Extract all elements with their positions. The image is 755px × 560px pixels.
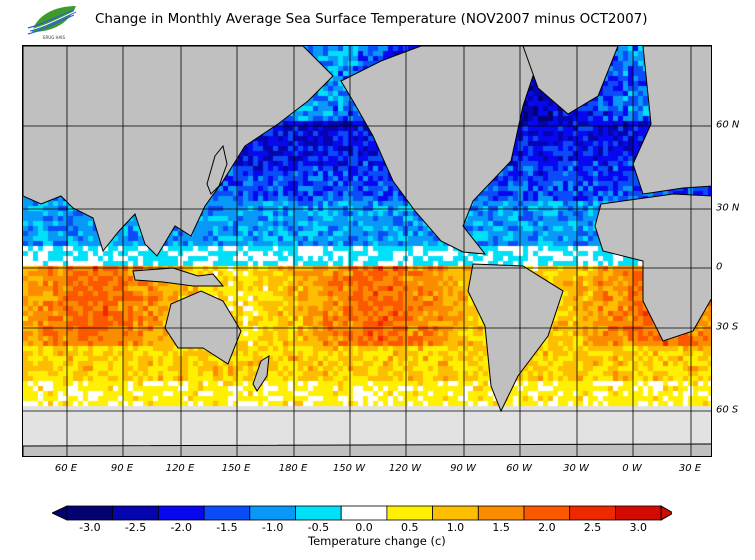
colorbar-tick-label: -2.0	[170, 521, 192, 534]
lat-label: 60 S	[716, 404, 739, 416]
colorbar-tick-label: -1.0	[261, 521, 284, 534]
colorbar	[52, 505, 672, 521]
lat-label: 60 N	[716, 119, 740, 131]
colorbar-tick-label: -0.5	[307, 521, 330, 534]
lon-label: 120 E	[165, 463, 195, 474]
colorbar-min-arrow	[52, 505, 68, 521]
colorbar-title: Temperature change (c)	[308, 534, 446, 548]
colorbar-tick-label: 1.5	[492, 521, 510, 534]
lon-label: 60 W	[506, 463, 532, 474]
colorbar-tick-label: 0.0	[355, 521, 373, 534]
colorbar-swatch	[158, 505, 205, 521]
colorbar-tick-label: 0.5	[401, 521, 419, 534]
figure-title: Change in Monthly Average Sea Surface Te…	[95, 11, 648, 27]
colorbar-tick-label: -3.0	[79, 521, 101, 534]
lon-label: 150 W	[332, 463, 366, 474]
svg-text:ERUG HAIS: ERUG HAIS	[43, 35, 66, 40]
land-north-america	[340, 46, 544, 255]
lon-label: 180 E	[278, 463, 308, 474]
land-south-america	[467, 263, 564, 413]
colorbar-swatch	[569, 505, 616, 521]
land-indonesia	[132, 267, 225, 287]
lon-label: 90 E	[110, 463, 134, 474]
colorbar-tick-label: 1.0	[446, 521, 465, 534]
land-antarctica	[23, 443, 711, 456]
land-asia	[23, 46, 334, 257]
colorbar-swatch	[340, 505, 388, 521]
colorbar-tick-label: 2.0	[538, 521, 556, 534]
colorbar-tick-label: 2.5	[583, 521, 602, 534]
lon-label: 120 W	[388, 463, 422, 474]
colorbar-swatch	[249, 505, 296, 521]
colorbar-swatch	[295, 505, 342, 521]
lon-label: 30 E	[678, 463, 702, 474]
map-area	[22, 45, 712, 457]
colorbar-swatch	[386, 505, 433, 521]
colorbar-tick-label: -1.5	[216, 521, 238, 534]
colorbar-swatch	[66, 505, 114, 521]
land-australia	[164, 290, 242, 365]
lon-label: 90 W	[450, 463, 476, 474]
land-greenland	[522, 46, 619, 115]
lat-label: 30 N	[716, 202, 740, 214]
colorbar-swatch	[203, 505, 251, 521]
land-new-zealand	[252, 355, 270, 392]
lat-label: 0	[716, 261, 723, 273]
graticule	[23, 46, 711, 456]
colorbar-swatch	[432, 505, 479, 521]
colorbar-swatch	[615, 505, 662, 521]
leaf-logo-icon: ERUG HAIS	[27, 6, 77, 40]
lon-label: 0 W	[622, 463, 642, 474]
lon-label: 60 E	[54, 463, 78, 474]
colorbar-swatch	[523, 505, 571, 521]
colorbar-swatch	[112, 505, 159, 521]
colorbar-max-arrow	[660, 505, 672, 521]
colorbar-swatch	[477, 505, 525, 521]
lon-label: 150 E	[221, 463, 251, 474]
land-europe	[632, 46, 711, 195]
colorbar-tick-label: -2.5	[124, 521, 147, 534]
colorbar-tick-label: 3.0	[629, 521, 648, 534]
land-japan	[206, 144, 228, 195]
lon-label: 30 W	[563, 463, 589, 474]
land-africa	[594, 193, 711, 342]
map-overlay	[23, 46, 711, 456]
lat-label: 30 S	[716, 321, 739, 333]
